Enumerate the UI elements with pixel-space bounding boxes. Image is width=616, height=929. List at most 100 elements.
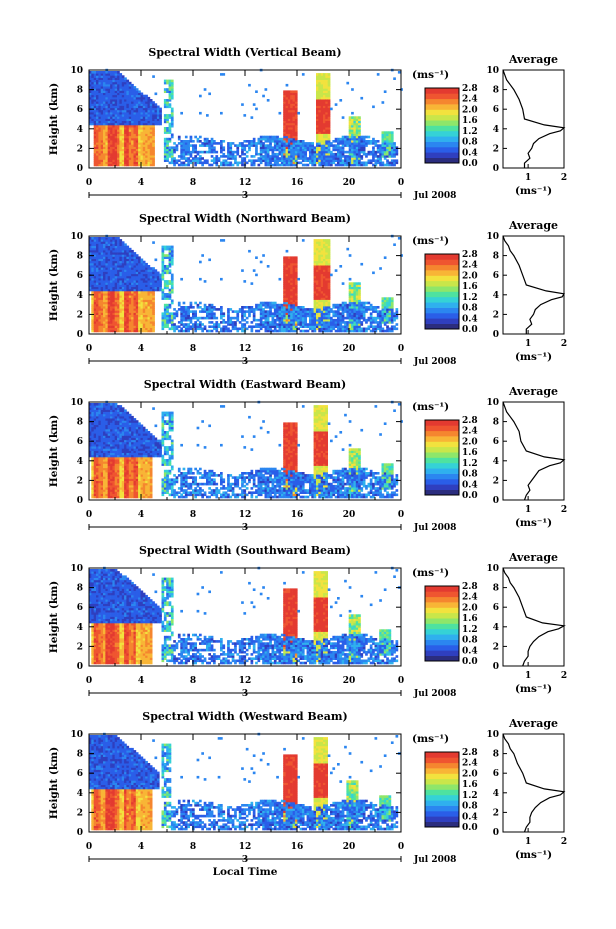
heatmap-cell: [238, 327, 242, 331]
heatmap-cell: [96, 157, 99, 160]
heatmap-cell: [105, 96, 109, 100]
heatmap-cell: [133, 284, 137, 287]
heatmap-cell: [98, 325, 102, 328]
heatmap-cell: [166, 137, 169, 141]
heatmap-cell: [117, 107, 120, 111]
heatmap-cell: [287, 124, 291, 128]
heatmap-cell: [327, 144, 331, 147]
heatmap-cell: [276, 310, 279, 313]
heatmap-cell: [126, 265, 130, 268]
heatmap-cell: [156, 288, 160, 292]
heatmap-cell: [114, 81, 118, 85]
heatmap-cell: [152, 299, 155, 303]
heatmap-cell: [100, 318, 104, 322]
heatmap-cell: [248, 325, 251, 328]
heatmap-cell: [184, 157, 188, 160]
heatmap-cell: [140, 107, 144, 111]
heatmap-cell: [316, 245, 319, 249]
heatmap-cell: [383, 150, 387, 154]
heatmap-cell: [138, 269, 141, 272]
heatmap-cell: [327, 273, 331, 277]
heatmap-cell: [325, 99, 328, 102]
heatmap-cell: [149, 155, 153, 158]
heatmap-cell: [117, 75, 120, 78]
heatmap-cell: [133, 109, 137, 113]
heatmap-cell: [124, 265, 127, 268]
heatmap-cell: [133, 101, 137, 104]
heatmap-cell: [135, 321, 139, 324]
heatmap-cell: [362, 152, 366, 156]
heatmap-cell: [126, 312, 130, 315]
heatmap-cell: [257, 303, 261, 307]
heatmap-cell: [163, 312, 167, 315]
heatmap-cell: [313, 155, 317, 158]
heatmap-cell: [318, 295, 321, 298]
heatmap-cell: [285, 137, 289, 141]
heatmap-cell: [142, 323, 146, 326]
heatmap-cell: [96, 321, 99, 324]
heatmap-cell: [292, 314, 296, 318]
heatmap-cell: [337, 159, 340, 162]
heatmap-cell: [341, 146, 345, 149]
heatmap-cell: [131, 109, 134, 113]
heatmap-cell: [166, 269, 169, 272]
heatmap-cell: [318, 159, 321, 162]
heatmap-cell: [327, 94, 331, 98]
heatmap-cell: [105, 237, 109, 240]
heatmap-cell: [135, 306, 139, 309]
heatmap-cell: [316, 284, 319, 287]
x-tick-label: 0: [398, 178, 404, 188]
heatmap-cell: [290, 116, 293, 119]
heatmap-cell: [128, 293, 132, 296]
heatmap-cell: [271, 306, 275, 309]
heatmap-cell: [269, 321, 272, 324]
heatmap-cell: [262, 135, 265, 139]
heatmap-cell: [93, 142, 97, 145]
heatmap-cell: [264, 325, 268, 328]
heatmap-cell: [121, 90, 125, 93]
heatmap-cell: [215, 323, 219, 326]
heatmap-cell: [199, 150, 202, 154]
heatmap-cell: [156, 277, 160, 281]
heatmap-cell: [292, 120, 296, 124]
heatmap-cell: [339, 152, 343, 156]
heatmap-cell: [184, 144, 188, 147]
heatmap-cell: [124, 269, 127, 272]
heatmap-cell: [327, 241, 331, 244]
heatmap-cell: [170, 258, 174, 262]
heatmap-cell: [100, 88, 104, 91]
heatmap-cell: [358, 133, 361, 137]
heatmap-cell: [292, 92, 296, 96]
heatmap-cell: [149, 142, 153, 145]
heatmap-cell: [287, 146, 291, 149]
heatmap-cell: [285, 310, 289, 313]
heatmap-cell: [381, 148, 385, 152]
heatmap-cell: [318, 321, 321, 324]
heatmap-cell: [297, 312, 300, 315]
heatmap-cell: [100, 262, 104, 266]
heatmap-cell: [372, 148, 375, 152]
heatmap-cell: [383, 163, 387, 167]
heatmap-cell: [309, 308, 312, 311]
heatmap-cell: [299, 310, 303, 313]
heatmap-cell: [264, 327, 268, 331]
heatmap-cell: [376, 146, 380, 149]
heatmap-cell: [278, 148, 282, 152]
heatmap-cell: [334, 140, 338, 143]
heatmap-cell: [320, 277, 324, 281]
heatmap-cell: [124, 308, 127, 311]
heatmap-cell: [159, 284, 162, 287]
heatmap-cell: [287, 295, 291, 298]
heatmap-cell: [166, 129, 169, 132]
heatmap-cell: [107, 88, 111, 91]
heatmap-cell: [166, 116, 169, 119]
heatmap-cell: [320, 288, 324, 292]
heatmap-cell: [156, 284, 160, 287]
heatmap-cell: [168, 280, 172, 283]
heatmap-cell: [203, 306, 207, 309]
heatmap-cell: [110, 146, 113, 149]
heatmap-cell: [117, 116, 120, 119]
heatmap-cell: [142, 312, 146, 315]
heatmap-cell: [192, 316, 195, 320]
heatmap-cell: [170, 133, 174, 137]
